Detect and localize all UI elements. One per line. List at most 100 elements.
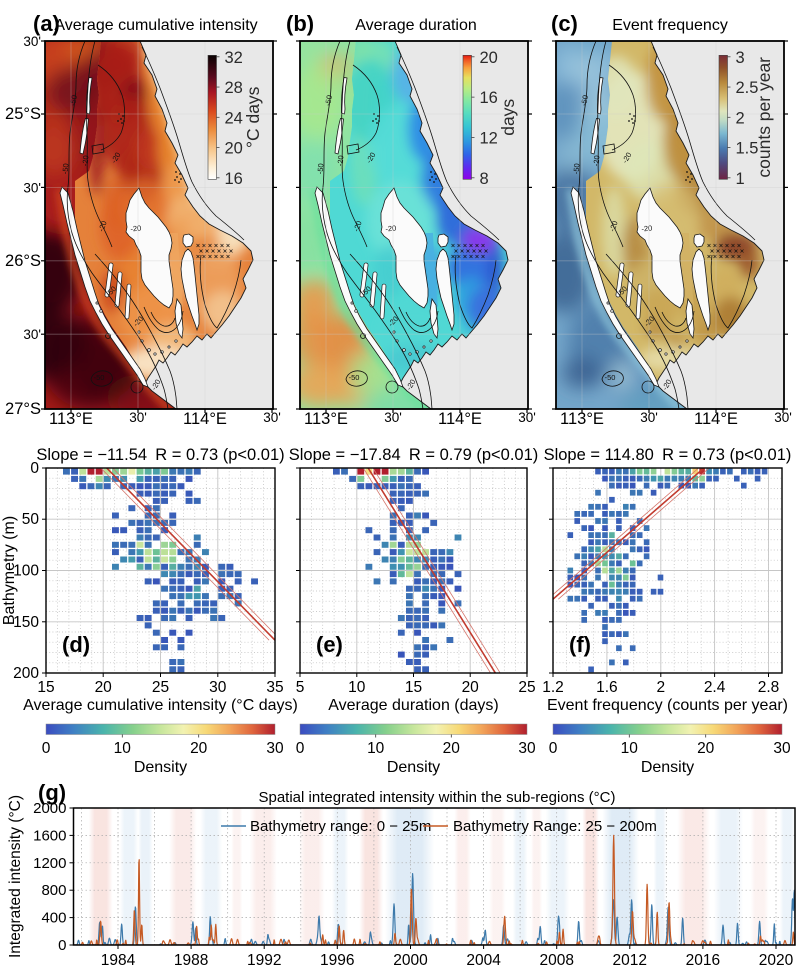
svg-text:-20: -20 <box>608 220 620 233</box>
svg-text:30': 30' <box>518 410 536 425</box>
svg-text:Density: Density <box>641 759 694 776</box>
svg-text:25: 25 <box>152 679 169 696</box>
svg-text:Density: Density <box>387 759 440 776</box>
svg-text:2016: 2016 <box>686 952 720 969</box>
svg-text:30': 30' <box>774 410 792 425</box>
svg-text:20: 20 <box>95 679 113 696</box>
svg-text:-50: -50 <box>316 163 326 175</box>
svg-text:114°E: 114°E <box>183 410 227 428</box>
svg-text:150: 150 <box>13 614 39 631</box>
svg-text:(f): (f) <box>569 632 591 657</box>
svg-text:15: 15 <box>405 679 422 696</box>
svg-text:Slope = −17.84 R = 0.79 (p<0.0: Slope = −17.84 R = 0.79 (p<0.01) <box>289 446 539 464</box>
svg-text:20: 20 <box>697 740 715 757</box>
svg-text:15: 15 <box>37 679 54 696</box>
svg-text:30: 30 <box>209 679 227 696</box>
svg-text:(a): (a) <box>33 11 60 36</box>
svg-text:0: 0 <box>296 740 305 757</box>
svg-text:2: 2 <box>736 109 745 127</box>
svg-text:1: 1 <box>736 170 745 188</box>
svg-text:30': 30' <box>23 180 41 195</box>
svg-text:Bathymetry (m): Bathymetry (m) <box>1 516 18 625</box>
svg-text:-20: -20 <box>130 224 142 234</box>
svg-text:-50: -50 <box>61 163 71 175</box>
svg-text:Bathymetry range: 0 − 25m: Bathymetry range: 0 − 25m <box>250 818 431 835</box>
svg-text:113°E: 113°E <box>560 410 604 428</box>
svg-text:-20: -20 <box>352 220 364 233</box>
svg-text:28: 28 <box>225 79 243 97</box>
svg-text:30': 30' <box>384 410 402 425</box>
svg-text:26°S: 26°S <box>5 252 41 270</box>
svg-text:Event frequency: Event frequency <box>612 17 728 34</box>
svg-text:1988: 1988 <box>174 952 208 969</box>
svg-text:-50: -50 <box>68 94 79 106</box>
svg-text:Slope = 114.80 R = 0.73 (p<0.0: Slope = 114.80 R = 0.73 (p<0.01) <box>544 446 792 464</box>
svg-text:Spatial integrated intensity w: Spatial integrated intensity within the … <box>258 789 615 806</box>
svg-text:Event frequency (counts per ye: Event frequency (counts per year) <box>547 697 788 714</box>
svg-text:200: 200 <box>13 665 39 682</box>
svg-text:30: 30 <box>773 740 791 757</box>
svg-text:(b): (b) <box>286 11 314 36</box>
svg-text:2008: 2008 <box>539 952 573 969</box>
svg-text:800: 800 <box>41 882 66 899</box>
svg-text:30': 30' <box>263 410 281 425</box>
svg-text:0: 0 <box>42 740 51 757</box>
svg-text:2000: 2000 <box>33 800 66 817</box>
svg-text:Average cumulative intensity: Average cumulative intensity <box>54 17 257 34</box>
svg-text:-20: -20 <box>641 224 653 234</box>
svg-text:-20: -20 <box>336 155 346 167</box>
svg-text:-20: -20 <box>97 220 109 233</box>
svg-text:27°S: 27°S <box>5 400 41 418</box>
svg-text:Average cumulative intensity (: Average cumulative intensity (°C days) <box>23 697 298 714</box>
svg-text:30: 30 <box>266 740 284 757</box>
svg-text:10: 10 <box>114 740 132 757</box>
svg-text:8: 8 <box>480 170 489 188</box>
svg-text:3: 3 <box>736 49 745 67</box>
svg-text:16: 16 <box>225 170 243 188</box>
svg-text:Average duration (days): Average duration (days) <box>328 697 498 714</box>
svg-text:2.5: 2.5 <box>736 79 759 97</box>
svg-text:12: 12 <box>480 129 498 147</box>
svg-text:2020: 2020 <box>759 952 794 969</box>
svg-text:25°S: 25°S <box>5 105 41 123</box>
svg-text:(c): (c) <box>551 11 578 36</box>
svg-text:20: 20 <box>443 740 461 757</box>
svg-text:5: 5 <box>296 679 305 696</box>
svg-text:-50: -50 <box>94 373 105 382</box>
svg-text:-20: -20 <box>81 155 91 167</box>
svg-text:°C days: °C days <box>243 86 263 148</box>
svg-text:100: 100 <box>13 563 39 580</box>
svg-text:Integrated intensity (°C): Integrated intensity (°C) <box>7 795 24 958</box>
svg-text:counts per year: counts per year <box>754 57 774 178</box>
svg-text:1.6: 1.6 <box>596 679 618 696</box>
svg-text:days: days <box>498 99 518 136</box>
svg-text:50: 50 <box>22 511 40 528</box>
svg-text:2: 2 <box>656 679 665 696</box>
svg-text:0: 0 <box>30 460 39 477</box>
svg-text:113°E: 113°E <box>304 410 348 428</box>
svg-text:Slope = −11.54 R = 0.73 (p<0.0: Slope = −11.54 R = 0.73 (p<0.01) <box>36 446 284 464</box>
svg-text:Bathymetry Range: 25 − 200m: Bathymetry Range: 25 − 200m <box>453 818 657 835</box>
svg-text:16: 16 <box>480 89 498 107</box>
svg-text:-50: -50 <box>572 163 582 175</box>
svg-text:2012: 2012 <box>613 952 647 969</box>
svg-text:30': 30' <box>23 34 41 49</box>
svg-text:-50: -50 <box>605 373 616 382</box>
svg-text:32: 32 <box>225 49 243 67</box>
svg-text:400: 400 <box>41 910 66 927</box>
svg-text:(e): (e) <box>316 632 343 657</box>
svg-text:10: 10 <box>348 679 366 696</box>
svg-text:20: 20 <box>225 140 243 158</box>
svg-text:25: 25 <box>518 679 535 696</box>
svg-text:35: 35 <box>266 679 283 696</box>
svg-text:Average duration: Average duration <box>355 17 477 34</box>
svg-text:(d): (d) <box>62 632 90 657</box>
svg-text:1984: 1984 <box>101 952 136 969</box>
svg-text:1.2: 1.2 <box>542 679 564 696</box>
svg-text:30': 30' <box>640 410 658 425</box>
svg-text:-50: -50 <box>579 94 590 106</box>
svg-text:2000: 2000 <box>393 952 428 969</box>
svg-text:30': 30' <box>129 410 147 425</box>
svg-text:1.5: 1.5 <box>736 140 759 158</box>
svg-text:114°E: 114°E <box>438 410 482 428</box>
